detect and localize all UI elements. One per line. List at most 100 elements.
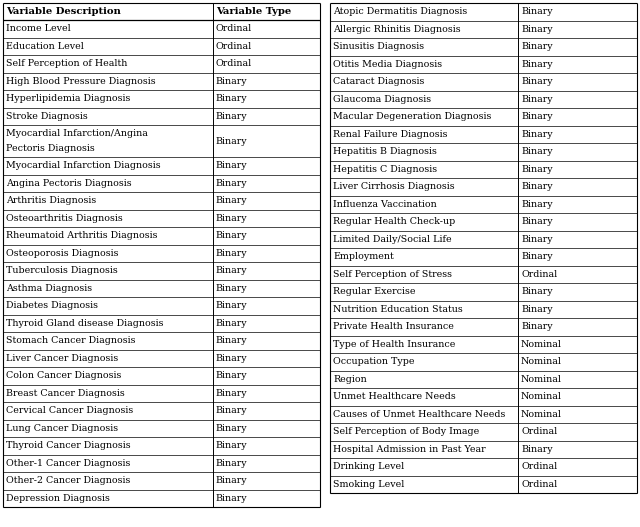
Text: Self Perception of Body Image: Self Perception of Body Image — [333, 427, 479, 436]
Text: High Blood Pressure Diagnosis: High Blood Pressure Diagnosis — [6, 77, 156, 86]
Text: Education Level: Education Level — [6, 42, 84, 51]
Text: Binary: Binary — [216, 319, 248, 328]
Text: Binary: Binary — [521, 95, 552, 104]
Text: Ordinal: Ordinal — [521, 462, 557, 471]
Text: Lung Cancer Diagnosis: Lung Cancer Diagnosis — [6, 424, 118, 433]
Text: Binary: Binary — [216, 406, 248, 415]
Text: Hyperlipidemia Diagnosis: Hyperlipidemia Diagnosis — [6, 94, 131, 103]
Text: Variable Description: Variable Description — [6, 7, 121, 16]
Text: Binary: Binary — [216, 196, 248, 205]
Text: Binary: Binary — [521, 322, 552, 331]
Text: Cervical Cancer Diagnosis: Cervical Cancer Diagnosis — [6, 406, 133, 415]
Text: Ordinal: Ordinal — [216, 42, 252, 51]
Text: Binary: Binary — [521, 60, 552, 69]
Text: Binary: Binary — [216, 161, 248, 170]
Text: Binary: Binary — [521, 147, 552, 156]
Text: Thyroid Cancer Diagnosis: Thyroid Cancer Diagnosis — [6, 441, 131, 450]
Text: Colon Cancer Diagnosis: Colon Cancer Diagnosis — [6, 371, 122, 380]
Text: Binary: Binary — [216, 424, 248, 433]
Text: Occupation Type: Occupation Type — [333, 357, 415, 366]
Text: Binary: Binary — [216, 214, 248, 223]
Text: Binary: Binary — [216, 94, 248, 103]
Text: Liver Cirrhosis Diagnosis: Liver Cirrhosis Diagnosis — [333, 182, 454, 191]
Text: Binary: Binary — [216, 231, 248, 240]
Text: Rheumatoid Arthritis Diagnosis: Rheumatoid Arthritis Diagnosis — [6, 231, 157, 240]
Text: Binary: Binary — [521, 77, 552, 86]
Text: Angina Pectoris Diagnosis: Angina Pectoris Diagnosis — [6, 179, 132, 188]
Text: Binary: Binary — [521, 165, 552, 174]
Text: Binary: Binary — [216, 301, 248, 310]
Text: Binary: Binary — [521, 182, 552, 191]
Text: Binary: Binary — [216, 441, 248, 450]
Text: Binary: Binary — [216, 354, 248, 363]
Text: Otitis Media Diagnosis: Otitis Media Diagnosis — [333, 60, 442, 69]
Text: Binary: Binary — [521, 7, 552, 16]
Text: Binary: Binary — [521, 200, 552, 209]
Text: Causes of Unmet Healthcare Needs: Causes of Unmet Healthcare Needs — [333, 410, 506, 419]
Text: Binary: Binary — [521, 235, 552, 244]
Text: Limited Daily/Social Life: Limited Daily/Social Life — [333, 235, 452, 244]
Text: Binary: Binary — [216, 284, 248, 293]
Text: Arthritis Diagnosis: Arthritis Diagnosis — [6, 196, 96, 205]
Text: Binary: Binary — [216, 494, 248, 503]
Text: Diabetes Diagnosis: Diabetes Diagnosis — [6, 301, 98, 310]
Text: Sinusitis Diagnosis: Sinusitis Diagnosis — [333, 42, 424, 51]
Text: Regular Exercise: Regular Exercise — [333, 287, 415, 296]
Text: Binary: Binary — [521, 445, 552, 454]
Text: Asthma Diagnosis: Asthma Diagnosis — [6, 284, 92, 293]
Text: Nominal: Nominal — [521, 340, 562, 349]
Text: Binary: Binary — [216, 336, 248, 345]
Text: Binary: Binary — [216, 266, 248, 275]
Text: Liver Cancer Diagnosis: Liver Cancer Diagnosis — [6, 354, 118, 363]
Text: Binary: Binary — [521, 287, 552, 296]
Text: Nominal: Nominal — [521, 357, 562, 366]
Text: Drinking Level: Drinking Level — [333, 462, 404, 471]
Text: Allergic Rhinitis Diagnosis: Allergic Rhinitis Diagnosis — [333, 25, 461, 34]
Text: Self Perception of Stress: Self Perception of Stress — [333, 270, 452, 279]
Text: Breast Cancer Diagnosis: Breast Cancer Diagnosis — [6, 389, 125, 398]
Text: Other-1 Cancer Diagnosis: Other-1 Cancer Diagnosis — [6, 458, 131, 468]
Text: Self Perception of Health: Self Perception of Health — [6, 59, 127, 69]
Text: Osteoarthritis Diagnosis: Osteoarthritis Diagnosis — [6, 214, 123, 223]
Text: Binary: Binary — [216, 136, 248, 145]
Text: Ordinal: Ordinal — [521, 480, 557, 489]
Text: Depression Diagnosis: Depression Diagnosis — [6, 494, 110, 503]
Text: Binary: Binary — [216, 371, 248, 380]
Text: Income Level: Income Level — [6, 24, 71, 33]
Text: Ordinal: Ordinal — [521, 270, 557, 279]
Text: Influenza Vaccination: Influenza Vaccination — [333, 200, 436, 209]
Text: Binary: Binary — [216, 77, 248, 86]
Text: Hepatitis B Diagnosis: Hepatitis B Diagnosis — [333, 147, 437, 156]
Text: Binary: Binary — [216, 389, 248, 398]
Text: Variable Type: Variable Type — [216, 7, 291, 16]
Text: Other-2 Cancer Diagnosis: Other-2 Cancer Diagnosis — [6, 476, 131, 485]
Text: Renal Failure Diagnosis: Renal Failure Diagnosis — [333, 130, 447, 139]
Text: Glaucoma Diagnosis: Glaucoma Diagnosis — [333, 95, 431, 104]
Text: Binary: Binary — [216, 458, 248, 468]
Text: Smoking Level: Smoking Level — [333, 480, 404, 489]
Text: Unmet Healthcare Needs: Unmet Healthcare Needs — [333, 392, 456, 401]
Text: Binary: Binary — [521, 42, 552, 51]
Text: Binary: Binary — [521, 130, 552, 139]
Text: Myocardial Infarction Diagnosis: Myocardial Infarction Diagnosis — [6, 161, 161, 170]
Text: Osteoporosis Diagnosis: Osteoporosis Diagnosis — [6, 249, 118, 258]
Text: Ordinal: Ordinal — [521, 427, 557, 436]
Text: Binary: Binary — [521, 252, 552, 261]
Text: Nutrition Education Status: Nutrition Education Status — [333, 305, 463, 314]
Text: Ordinal: Ordinal — [216, 24, 252, 33]
Text: Binary: Binary — [521, 25, 552, 34]
Text: Macular Degeneration Diagnosis: Macular Degeneration Diagnosis — [333, 112, 492, 121]
Text: Hepatitis C Diagnosis: Hepatitis C Diagnosis — [333, 165, 437, 174]
Text: Cataract Diagnosis: Cataract Diagnosis — [333, 77, 424, 86]
Text: Nominal: Nominal — [521, 392, 562, 401]
Text: Stomach Cancer Diagnosis: Stomach Cancer Diagnosis — [6, 336, 136, 345]
Text: Atopic Dermatitis Diagnosis: Atopic Dermatitis Diagnosis — [333, 7, 467, 16]
Text: Regular Health Check-up: Regular Health Check-up — [333, 217, 455, 226]
Text: Ordinal: Ordinal — [216, 59, 252, 69]
Text: Binary: Binary — [521, 305, 552, 314]
Text: Employment: Employment — [333, 252, 394, 261]
Text: Nominal: Nominal — [521, 375, 562, 384]
Text: Binary: Binary — [216, 179, 248, 188]
Text: Nominal: Nominal — [521, 410, 562, 419]
Text: Binary: Binary — [216, 476, 248, 485]
